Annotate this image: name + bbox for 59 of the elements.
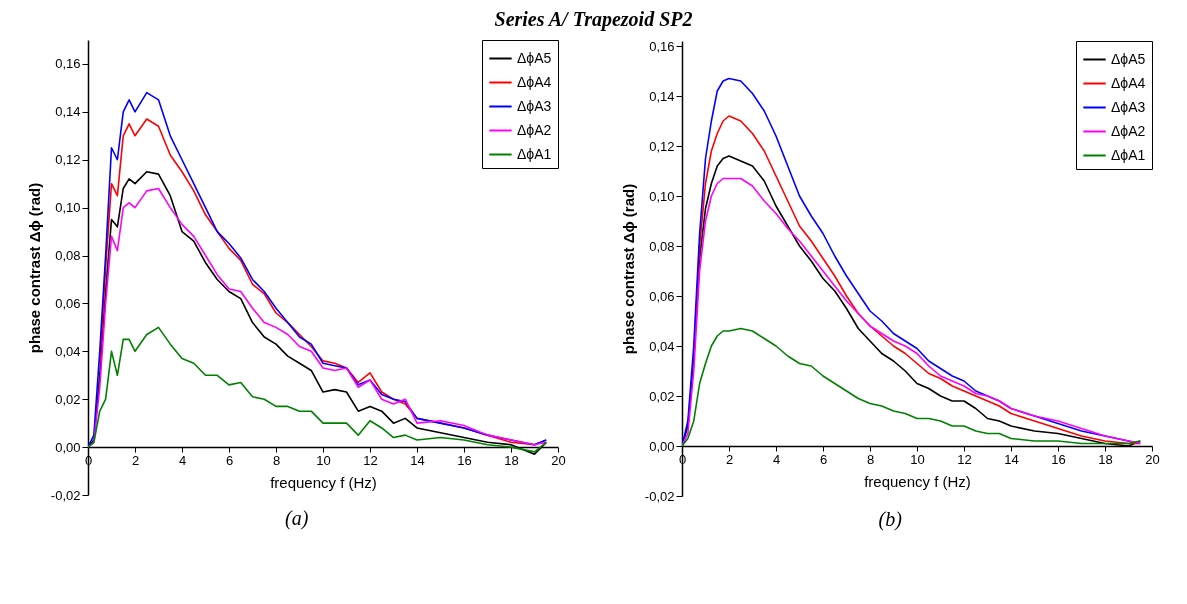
x-axis-title: frequency f (Hz) <box>863 472 971 490</box>
y-tick-label: 0,14 <box>648 88 675 104</box>
y-tick-label: 0,12 <box>55 152 81 168</box>
x-tick-label: 14 <box>410 452 425 468</box>
y-tick-label: 0,04 <box>648 338 675 354</box>
y-tick-label: 0,14 <box>55 104 81 120</box>
legend-label: ΔϕA5 <box>1110 50 1146 67</box>
x-tick-label: 12 <box>363 452 378 468</box>
x-tick-label: 20 <box>551 452 566 468</box>
y-tick-label: 0,16 <box>648 38 675 54</box>
y-axis-title: phase contrast Δϕ (rad) <box>619 183 637 355</box>
legend-label: ΔϕA5 <box>517 49 552 66</box>
y-tick-label: 0,02 <box>55 391 81 407</box>
legend-label: ΔϕA3 <box>517 97 552 114</box>
y-tick-label: 0,16 <box>55 56 81 72</box>
legend-label: ΔϕA1 <box>517 145 552 162</box>
x-tick-label: 4 <box>772 451 780 467</box>
text: (a) <box>284 507 310 530</box>
y-tick-label: 0,10 <box>55 200 81 216</box>
y-tick-label: 0,10 <box>648 188 675 204</box>
y-tick-label: -0,02 <box>644 488 675 504</box>
legend-label: ΔϕA2 <box>1110 122 1146 139</box>
x-tick-label: 2 <box>725 451 733 467</box>
legend-label: ΔϕA2 <box>517 121 552 138</box>
x-tick-label: 4 <box>179 452 187 468</box>
x-tick-label: 18 <box>504 452 519 468</box>
line-series <box>88 326 548 453</box>
y-tick-label: -0,02 <box>51 487 81 503</box>
y-tick-label: 0,06 <box>648 288 675 304</box>
x-tick-label: 6 <box>226 452 234 468</box>
x-tick-label: 14 <box>1004 451 1019 467</box>
y-tick-label: 0,08 <box>55 248 81 264</box>
x-tick-label: 2 <box>132 452 140 468</box>
x-tick-label: 6 <box>819 451 827 467</box>
chart-title: Series A/ Trapezoid SP2 <box>493 7 694 33</box>
y-tick-label: 0,02 <box>648 388 675 404</box>
legend-label: ΔϕA4 <box>1110 74 1146 91</box>
y-tick-label: 0,08 <box>648 238 675 254</box>
y-tick-label: 0,12 <box>648 138 675 154</box>
y-tick-label: 0,06 <box>55 295 81 311</box>
y-tick-label: 0,00 <box>55 439 81 455</box>
y-axis-title: phase contrast Δϕ (rad) <box>26 182 44 354</box>
x-tick-label: 8 <box>273 452 281 468</box>
legend-label: ΔϕA3 <box>1110 98 1146 115</box>
x-tick-label: 18 <box>1098 451 1113 467</box>
y-tick-label: 0,04 <box>55 343 81 359</box>
x-tick-label: 10 <box>910 451 925 467</box>
text: (b) <box>877 508 903 531</box>
x-tick-label: 16 <box>457 452 472 468</box>
x-tick-label: 12 <box>957 451 972 467</box>
legend-label: ΔϕA4 <box>517 73 552 90</box>
x-tick-label: 8 <box>866 451 874 467</box>
legend-label: ΔϕA1 <box>1110 146 1146 163</box>
y-tick-label: 0,00 <box>648 438 675 454</box>
x-tick-label: 10 <box>316 452 331 468</box>
x-tick-label: 20 <box>1145 451 1160 467</box>
x-axis-title: frequency f (Hz) <box>270 473 378 491</box>
x-tick-label: 16 <box>1051 451 1066 467</box>
line-series <box>681 327 1141 447</box>
